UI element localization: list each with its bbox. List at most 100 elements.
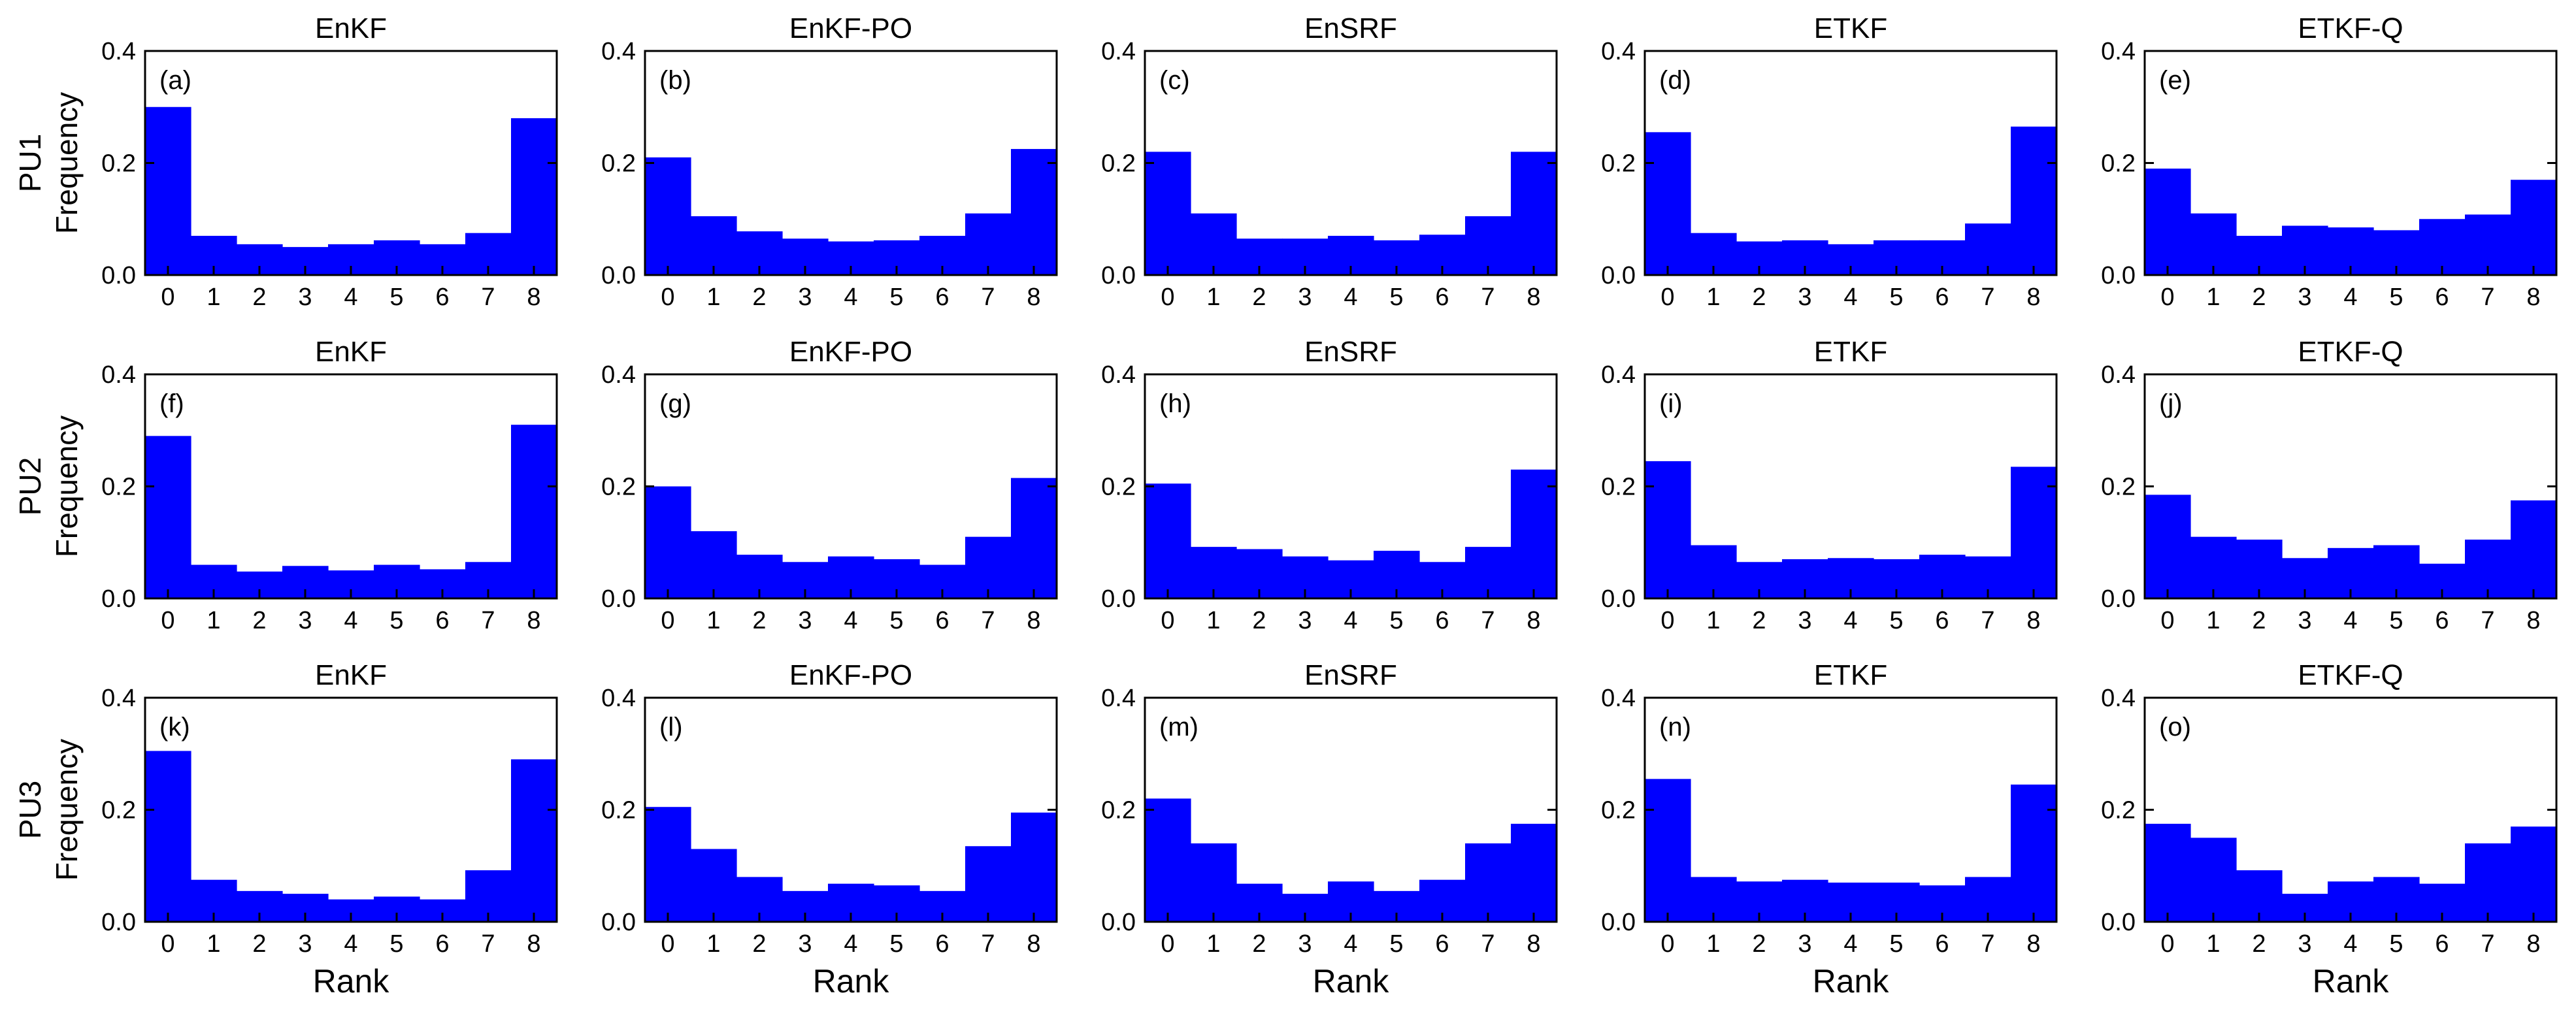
bar-b-rank-7: [965, 213, 1012, 275]
xtick-label-j-7: 7: [2481, 607, 2494, 634]
xtick-label-l-5: 5: [889, 930, 903, 958]
xtick-label-d-0: 0: [1660, 284, 1674, 311]
xtick-label-n-2: 2: [1752, 930, 1766, 958]
ytick-label-g-0.0: 0.0: [601, 585, 636, 613]
bar-j-rank-1: [2190, 536, 2237, 598]
xtick-label-b-6: 6: [935, 284, 949, 311]
xtick-label-a-4: 4: [344, 284, 357, 311]
xtick-label-f-7: 7: [481, 607, 495, 634]
bar-k-rank-0: [145, 751, 191, 922]
ytick-label-l-0.2: 0.2: [601, 797, 636, 824]
xtick-label-c-8: 8: [1527, 284, 1540, 311]
bar-n-rank-0: [1645, 779, 1691, 922]
xtick-label-f-0: 0: [161, 607, 174, 634]
xtick-label-o-2: 2: [2252, 930, 2266, 958]
ytick-label-n-0.0: 0.0: [1601, 909, 1636, 936]
panel-label-e: (e): [2159, 66, 2191, 95]
bar-o-rank-0: [2145, 823, 2191, 922]
xtick-label-m-7: 7: [1481, 930, 1494, 958]
xtick-label-l-8: 8: [1027, 930, 1040, 958]
xtick-label-i-7: 7: [1981, 607, 1994, 634]
xtick-label-f-8: 8: [527, 607, 540, 634]
xtick-label-e-0: 0: [2160, 284, 2174, 311]
x-axis-label-l: Rank: [813, 963, 890, 1000]
panel-title-d: ETKF: [1814, 12, 1887, 44]
xtick-label-l-0: 0: [661, 930, 674, 958]
xtick-label-g-5: 5: [889, 607, 903, 634]
ytick-label-k-0.2: 0.2: [101, 797, 136, 824]
panel-label-c: (c): [1159, 66, 1190, 95]
xtick-label-n-1: 1: [1706, 930, 1720, 958]
panel-label-k: (k): [159, 713, 190, 741]
bar-e-rank-7: [2465, 214, 2511, 275]
xtick-label-a-2: 2: [252, 284, 266, 311]
xtick-label-b-1: 1: [706, 284, 720, 311]
ytick-label-c-0.4: 0.4: [1101, 38, 1136, 65]
xtick-label-k-8: 8: [527, 930, 540, 958]
xtick-label-f-3: 3: [298, 607, 312, 634]
xtick-label-o-3: 3: [2298, 930, 2311, 958]
xtick-label-o-4: 4: [2343, 930, 2357, 958]
xtick-label-k-1: 1: [206, 930, 220, 958]
panel-label-j: (j): [2159, 389, 2183, 418]
xtick-label-j-4: 4: [2343, 607, 2357, 634]
xtick-label-b-5: 5: [889, 284, 903, 311]
bar-h-rank-0: [1145, 483, 1191, 598]
ytick-label-i-0.4: 0.4: [1601, 361, 1636, 389]
xtick-label-l-4: 4: [844, 930, 857, 958]
y-axis-label-a: Frequency: [50, 92, 84, 234]
xtick-label-e-8: 8: [2526, 284, 2540, 311]
xtick-label-d-8: 8: [2026, 284, 2040, 311]
ytick-label-c-0.2: 0.2: [1101, 150, 1136, 178]
xtick-label-f-5: 5: [389, 607, 403, 634]
bar-e-rank-1: [2190, 213, 2237, 275]
ytick-label-i-0.0: 0.0: [1601, 585, 1636, 613]
bar-m-rank-8: [1511, 823, 1557, 922]
xtick-label-i-6: 6: [1935, 607, 1949, 634]
bar-e-rank-6: [2419, 219, 2466, 275]
xtick-label-j-1: 1: [2206, 607, 2220, 634]
ytick-label-a-0.0: 0.0: [101, 262, 136, 289]
xtick-label-j-3: 3: [2298, 607, 2311, 634]
bar-l-rank-0: [645, 807, 691, 922]
bar-n-rank-8: [2011, 784, 2057, 922]
xtick-label-i-2: 2: [1752, 607, 1766, 634]
ytick-label-g-0.4: 0.4: [601, 361, 636, 389]
ytick-label-h-0.4: 0.4: [1101, 361, 1136, 389]
bar-l-rank-7: [965, 846, 1012, 922]
ytick-label-d-0.0: 0.0: [1601, 262, 1636, 289]
xtick-label-h-0: 0: [1161, 607, 1174, 634]
ytick-label-m-0.0: 0.0: [1101, 909, 1136, 936]
xtick-label-g-0: 0: [661, 607, 674, 634]
xtick-label-j-5: 5: [2389, 607, 2403, 634]
xtick-label-h-6: 6: [1435, 607, 1449, 634]
panel-title-g: EnKF-PO: [789, 336, 912, 368]
xtick-label-l-2: 2: [752, 930, 766, 958]
xtick-label-f-6: 6: [435, 607, 449, 634]
bar-f-rank-0: [145, 436, 191, 598]
xtick-label-d-7: 7: [1981, 284, 1994, 311]
xtick-label-d-4: 4: [1843, 284, 1857, 311]
ytick-label-o-0.4: 0.4: [2101, 685, 2136, 712]
panel-title-j: ETKF-Q: [2298, 336, 2403, 368]
panel-title-i: ETKF: [1814, 336, 1887, 368]
bar-k-rank-8: [511, 759, 557, 922]
ytick-label-i-0.2: 0.2: [1601, 474, 1636, 501]
xtick-label-i-4: 4: [1843, 607, 1857, 634]
xtick-label-l-3: 3: [798, 930, 812, 958]
bar-g-rank-0: [645, 486, 691, 598]
bar-a-rank-8: [511, 118, 557, 275]
bar-i-rank-0: [1645, 461, 1691, 598]
xtick-label-f-2: 2: [252, 607, 266, 634]
bar-o-rank-8: [2511, 826, 2557, 922]
xtick-label-m-8: 8: [1527, 930, 1540, 958]
ytick-label-m-0.2: 0.2: [1101, 797, 1136, 824]
xtick-label-i-0: 0: [1660, 607, 1674, 634]
xtick-label-m-1: 1: [1206, 930, 1220, 958]
y-axis-label-f: Frequency: [50, 415, 84, 557]
xtick-label-j-6: 6: [2435, 607, 2449, 634]
bar-j-rank-7: [2465, 539, 2511, 598]
xtick-label-a-6: 6: [435, 284, 449, 311]
panel-title-f: EnKF: [315, 336, 387, 368]
bar-h-rank-8: [1511, 469, 1557, 598]
